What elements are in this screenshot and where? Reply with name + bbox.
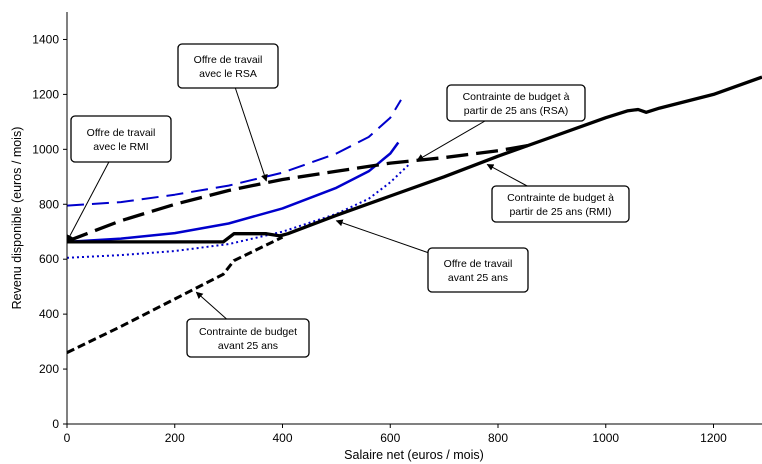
- callout-text: avec le RMI: [93, 141, 148, 153]
- callout-text: partir de 25 ans (RSA): [464, 105, 568, 117]
- callout-text: Contrainte de budget à: [463, 91, 570, 103]
- callout-text: avant 25 ans: [448, 272, 508, 284]
- callout-a-c-rmi: Contrainte de budget à partir de 25 ans (…: [487, 164, 629, 222]
- callout-text: avant 25 ans: [218, 340, 278, 352]
- callout-text: Offre de travail: [444, 258, 513, 270]
- x-tick-label: 800: [488, 431, 508, 445]
- x-ticks: 0 200 400 600 800 1000 1200: [64, 424, 728, 445]
- callout-arrow: [417, 121, 485, 160]
- callout-arrow: [487, 164, 527, 186]
- callout-a-rmi: Offre de travail avec le RMI: [67, 116, 171, 241]
- axes: [67, 12, 762, 424]
- callout-text: Offre de travail: [87, 127, 156, 139]
- callout-text: Contrainte de budget à: [507, 192, 614, 204]
- y-tick-label: 600: [39, 252, 59, 266]
- y-tick-label: 400: [39, 307, 59, 321]
- callout-box: [178, 44, 278, 88]
- y-tick-label: 1200: [32, 87, 59, 101]
- x-tick-label: 1000: [592, 431, 619, 445]
- x-tick-label: 400: [272, 431, 292, 445]
- callout-text: Offre de travail: [194, 54, 263, 66]
- callout-arrow: [336, 221, 428, 253]
- callout-arrow: [196, 292, 226, 319]
- callout-text: Contrainte de budget: [199, 326, 297, 338]
- x-tick-label: 1200: [700, 431, 727, 445]
- x-tick-label: 0: [64, 431, 71, 445]
- callout-a-avant25: Offre de travail avant 25 ans: [336, 221, 528, 292]
- callout-text: avec le RSA: [199, 68, 257, 80]
- callout-a-c-rsa: Contrainte de budget à partir de 25 ans (…: [417, 85, 585, 160]
- callout-box: [428, 248, 528, 292]
- y-tick-label: 200: [39, 362, 59, 376]
- callout-a-c-avant25: Contrainte de budget avant 25 ans: [187, 292, 309, 357]
- y-ticks: 0 200 400 600 800 1000 1200 1400: [32, 32, 67, 431]
- y-tick-label: 1400: [32, 32, 59, 46]
- callout-text: partir de 25 ans (RMI): [509, 206, 611, 218]
- x-tick-label: 600: [380, 431, 400, 445]
- y-tick-label: 0: [52, 417, 59, 431]
- x-tick-label: 200: [165, 431, 185, 445]
- callout-box: [71, 116, 171, 162]
- callout-a-rsa: Offre de travail avec le RSA: [178, 44, 278, 181]
- y-tick-label: 800: [39, 197, 59, 211]
- series-line-offre-avant25: [67, 164, 409, 257]
- y-tick-label: 1000: [32, 142, 59, 156]
- x-axis-title: Salaire net (euros / mois): [344, 448, 484, 462]
- callout-arrow: [235, 88, 266, 181]
- y-axis-title: Revenu disponible (euros / mois): [10, 127, 24, 310]
